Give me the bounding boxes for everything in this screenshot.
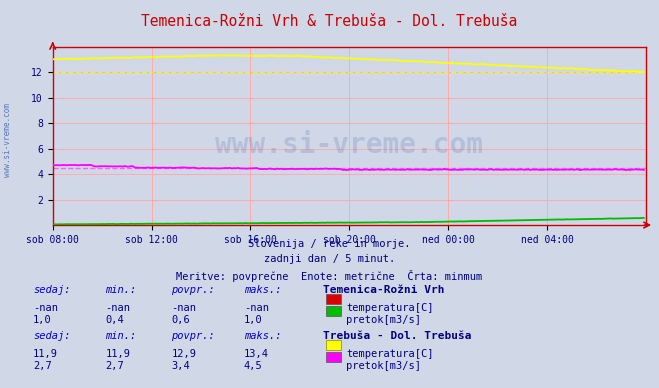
Text: -nan: -nan <box>171 303 196 314</box>
Text: -nan: -nan <box>105 303 130 314</box>
Text: www.si-vreme.com: www.si-vreme.com <box>3 103 13 177</box>
Text: 4,5: 4,5 <box>244 361 262 371</box>
Text: min.:: min.: <box>105 331 136 341</box>
Text: 11,9: 11,9 <box>33 349 58 359</box>
Text: Meritve: povprečne  Enote: metrične  Črta: minmum: Meritve: povprečne Enote: metrične Črta:… <box>177 270 482 282</box>
Text: Trebuša - Dol. Trebuša: Trebuša - Dol. Trebuša <box>323 331 471 341</box>
Text: sedaj:: sedaj: <box>33 331 71 341</box>
Text: temperatura[C]: temperatura[C] <box>346 349 434 359</box>
Text: pretok[m3/s]: pretok[m3/s] <box>346 361 421 371</box>
Text: min.:: min.: <box>105 285 136 295</box>
Text: 0,6: 0,6 <box>171 315 190 325</box>
Text: pretok[m3/s]: pretok[m3/s] <box>346 315 421 325</box>
Text: 1,0: 1,0 <box>244 315 262 325</box>
Text: 13,4: 13,4 <box>244 349 269 359</box>
Text: 2,7: 2,7 <box>33 361 51 371</box>
Text: zadnji dan / 5 minut.: zadnji dan / 5 minut. <box>264 254 395 264</box>
Text: 2,7: 2,7 <box>105 361 124 371</box>
Text: 3,4: 3,4 <box>171 361 190 371</box>
Text: 0,4: 0,4 <box>105 315 124 325</box>
Text: Temenica-Rožni Vrh & Trebuša - Dol. Trebuša: Temenica-Rožni Vrh & Trebuša - Dol. Treb… <box>142 14 517 29</box>
Text: www.si-vreme.com: www.si-vreme.com <box>215 131 483 159</box>
Text: Slovenija / reke in morje.: Slovenija / reke in morje. <box>248 239 411 249</box>
Text: maks.:: maks.: <box>244 285 281 295</box>
Text: temperatura[C]: temperatura[C] <box>346 303 434 314</box>
Text: 12,9: 12,9 <box>171 349 196 359</box>
Text: Temenica-Rožni Vrh: Temenica-Rožni Vrh <box>323 285 444 295</box>
Text: -nan: -nan <box>33 303 58 314</box>
Text: maks.:: maks.: <box>244 331 281 341</box>
Text: povpr.:: povpr.: <box>171 331 215 341</box>
Text: 1,0: 1,0 <box>33 315 51 325</box>
Text: -nan: -nan <box>244 303 269 314</box>
Text: povpr.:: povpr.: <box>171 285 215 295</box>
Text: sedaj:: sedaj: <box>33 285 71 295</box>
Text: 11,9: 11,9 <box>105 349 130 359</box>
